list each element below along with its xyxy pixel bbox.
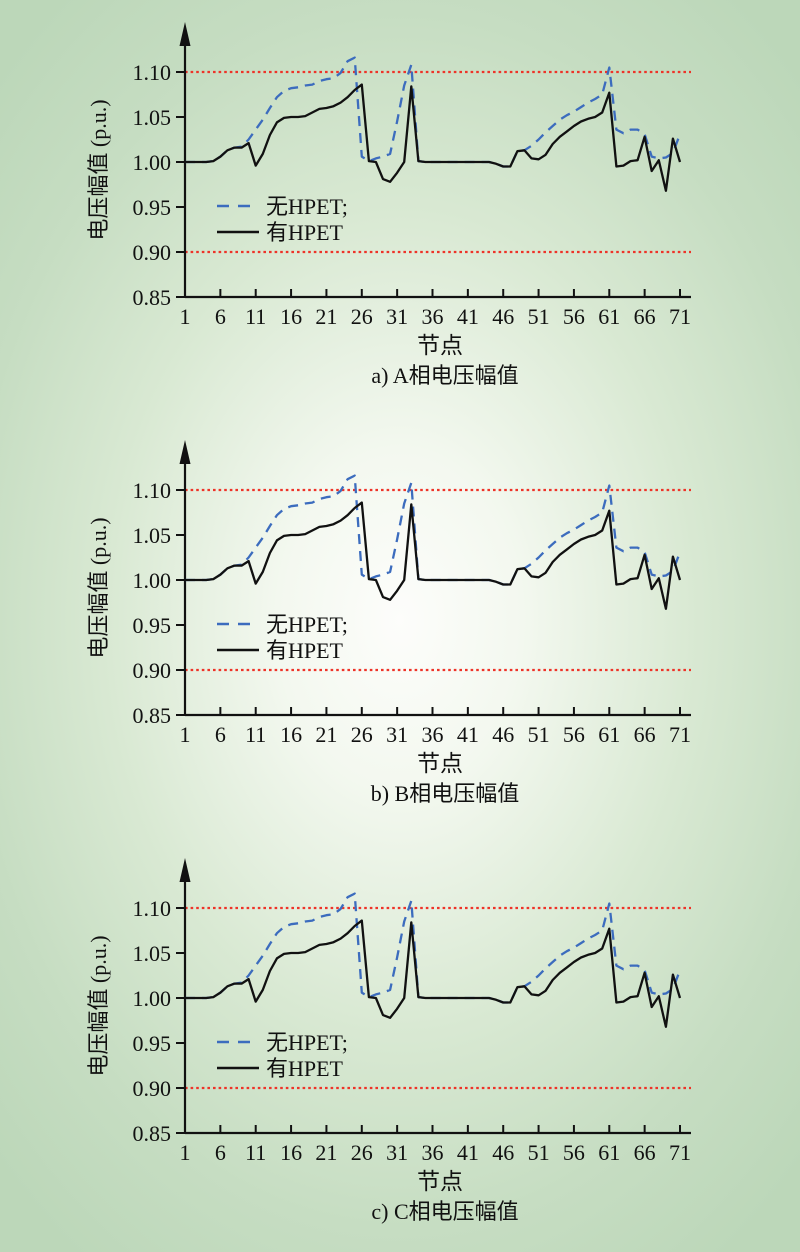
series-有HPET xyxy=(185,919,682,1028)
y-tick-label: 1.10 xyxy=(133,60,172,85)
subplot-b: 0.85 0.90 0.95 1.00 1.05 1.10 1 6 11 16 21 26 31 36 41… xyxy=(0,418,800,807)
x-tick-label: 61 xyxy=(598,722,620,747)
x-tick-label: 71 xyxy=(669,722,691,747)
x-tick-label: 31 xyxy=(386,304,408,329)
series-无HPET xyxy=(185,56,682,168)
chart-a-caption: a) A相电压幅值 xyxy=(371,363,519,388)
chart-c-plot: 0.850.900.951.001.051.101 6 11 16 21 26 31 36 41… xyxy=(86,858,691,1194)
chart-b-plot: 0.850.900.951.001.051.101 6 11 16 21 26 31 36 41… xyxy=(86,440,691,776)
y-axis-arrow xyxy=(179,22,191,46)
y-tick-label: 0.90 xyxy=(133,1076,172,1101)
y-tick-label: 0.95 xyxy=(133,613,172,638)
x-tick-label: 41 xyxy=(457,722,479,747)
x-axis-title: 节点 xyxy=(417,751,463,776)
x-tick-label: 36 xyxy=(422,304,444,329)
y-tick-label: 0.90 xyxy=(133,658,172,683)
y-tick-label: 1.10 xyxy=(133,896,172,921)
x-tick-label: 6 xyxy=(215,722,226,747)
x-tick-label: 61 xyxy=(598,1140,620,1165)
y-tick-label: 0.85 xyxy=(133,285,172,310)
x-tick-label: 46 xyxy=(492,722,514,747)
chart-b-caption: b) B相电压幅值 xyxy=(370,781,520,806)
y-tick-label: 1.05 xyxy=(133,941,172,966)
y-axis-title: 电压幅值 (p.u.) xyxy=(86,517,111,658)
legend-label: 无HPET; xyxy=(266,1030,348,1055)
x-tick-label: 56 xyxy=(563,304,585,329)
y-tick-label: 0.85 xyxy=(133,1121,172,1146)
legend-label: 有HPET xyxy=(266,1056,344,1081)
x-tick-label: 51 xyxy=(528,304,550,329)
x-tick-label: 51 xyxy=(528,722,550,747)
legend-label: 无HPET; xyxy=(266,612,348,637)
x-tick-label: 66 xyxy=(634,722,656,747)
x-tick-label: 31 xyxy=(386,1140,408,1165)
x-tick-label: 11 xyxy=(245,304,266,329)
x-tick-label: 66 xyxy=(634,1140,656,1165)
x-tick-label: 51 xyxy=(528,1140,550,1165)
x-axis-title: 节点 xyxy=(417,1169,463,1194)
y-tick-label: 0.85 xyxy=(133,703,172,728)
x-tick-label: 21 xyxy=(315,304,337,329)
x-tick-label: 46 xyxy=(492,304,514,329)
x-tick-label: 1 xyxy=(180,304,191,329)
x-axis-title: 节点 xyxy=(417,333,463,358)
x-tick-label: 36 xyxy=(422,1140,444,1165)
x-tick-label: 61 xyxy=(598,304,620,329)
x-tick-label: 6 xyxy=(215,304,226,329)
x-tick-label: 41 xyxy=(457,1140,479,1165)
series-无HPET xyxy=(185,474,682,586)
y-tick-label: 1.00 xyxy=(133,150,172,175)
subplot-c: 0.85 0.90 0.95 1.00 1.05 1.10 1 6 11 16 21 26 31 36 41… xyxy=(0,836,800,1225)
series-有HPET xyxy=(185,501,682,610)
x-tick-label: 56 xyxy=(563,722,585,747)
legend-label: 有HPET xyxy=(266,638,344,663)
x-tick-label: 71 xyxy=(669,304,691,329)
subplot-a: 0.85 0.90 0.95 1.00 1.05 1.10 1 6 11 16 21 26 31 36 41… xyxy=(0,0,800,389)
x-tick-label: 56 xyxy=(563,1140,585,1165)
x-tick-label: 16 xyxy=(280,1140,302,1165)
x-tick-label: 11 xyxy=(245,1140,266,1165)
legend-label: 无HPET; xyxy=(266,194,348,219)
series-无HPET xyxy=(185,892,682,1004)
x-tick-label: 1 xyxy=(180,1140,191,1165)
y-tick-label: 1.00 xyxy=(133,568,172,593)
y-axis-title: 电压幅值 (p.u.) xyxy=(86,935,111,1076)
x-tick-label: 46 xyxy=(492,1140,514,1165)
x-tick-label: 36 xyxy=(422,722,444,747)
y-tick-label: 1.05 xyxy=(133,105,172,130)
chart-a-plot: 0.850.900.951.001.051.101 6 11 16 21 26 31 36 41… xyxy=(86,22,691,358)
x-tick-label: 11 xyxy=(245,722,266,747)
y-axis-arrow xyxy=(179,858,191,882)
x-tick-label: 16 xyxy=(280,304,302,329)
series-有HPET xyxy=(185,83,682,192)
x-tick-label: 71 xyxy=(669,1140,691,1165)
x-tick-label: 21 xyxy=(315,1140,337,1165)
y-tick-label: 1.05 xyxy=(133,523,172,548)
legend-label: 有HPET xyxy=(266,220,344,245)
y-tick-label: 0.95 xyxy=(133,195,172,220)
y-tick-label: 0.95 xyxy=(133,1031,172,1056)
x-tick-label: 41 xyxy=(457,304,479,329)
x-tick-label: 31 xyxy=(386,722,408,747)
x-tick-label: 26 xyxy=(351,1140,373,1165)
x-tick-label: 16 xyxy=(280,722,302,747)
x-tick-label: 1 xyxy=(180,722,191,747)
x-tick-label: 66 xyxy=(634,304,656,329)
x-tick-label: 21 xyxy=(315,722,337,747)
x-tick-label: 26 xyxy=(351,304,373,329)
chart-c-caption: c) C相电压幅值 xyxy=(371,1199,519,1224)
y-tick-label: 0.90 xyxy=(133,240,172,265)
x-tick-label: 6 xyxy=(215,1140,226,1165)
y-axis-arrow xyxy=(179,440,191,464)
y-tick-label: 1.10 xyxy=(133,478,172,503)
x-tick-label: 26 xyxy=(351,722,373,747)
y-tick-label: 1.00 xyxy=(133,986,172,1011)
y-axis-title: 电压幅值 (p.u.) xyxy=(86,99,111,240)
